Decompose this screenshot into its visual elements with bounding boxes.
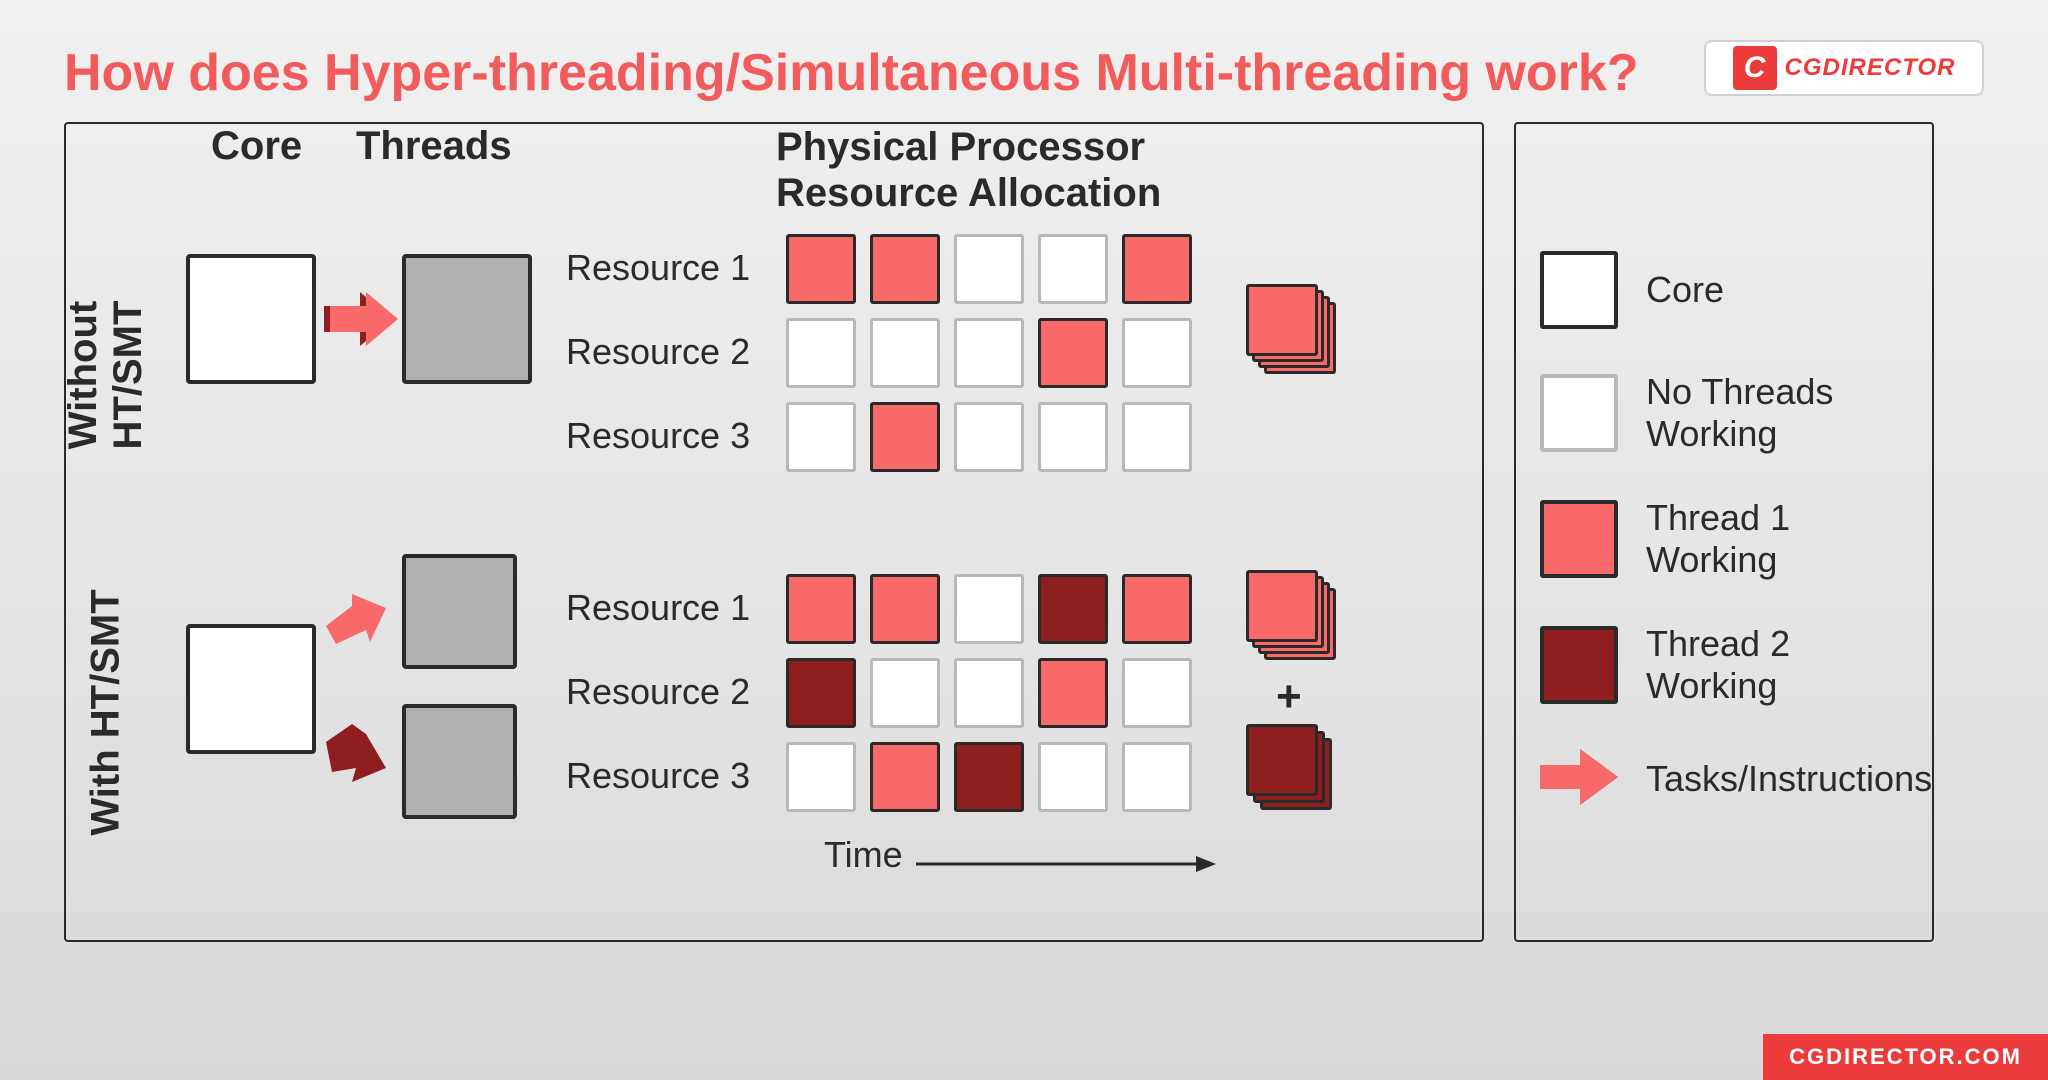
diagram-panel: Without HT/SMT With HT/SMT Core Threads … (64, 122, 1484, 942)
grid-cell (954, 234, 1024, 304)
resource-label-3b: Resource 3 (566, 755, 750, 797)
task-stack-t1b (1246, 570, 1336, 660)
section-with: Resource 1 Resource 2 Resource 3 + Time (186, 524, 1462, 914)
label-without: Without HT/SMT (61, 245, 151, 505)
legend-t1: Thread 1 Working (1540, 497, 1908, 581)
time-label: Time (824, 834, 903, 876)
arrow-to-thread2-icon (326, 724, 392, 790)
grid-cell (1122, 574, 1192, 644)
legend-none-text: No Threads Working (1646, 371, 1908, 455)
grid-cell (870, 658, 940, 728)
thread-box-2 (402, 704, 517, 819)
legend-t2-text: Thread 2 Working (1646, 623, 1908, 707)
grid-cell (870, 402, 940, 472)
grid-cell (786, 234, 856, 304)
grid-cell (1038, 402, 1108, 472)
resource-label-1b: Resource 1 (566, 587, 750, 629)
grid-cell (870, 318, 940, 388)
legend-t2-icon (1540, 626, 1618, 704)
grid-cell (786, 574, 856, 644)
legend-core-icon (1540, 251, 1618, 329)
time-arrow-icon (916, 854, 1216, 879)
logo-mark-icon: C (1733, 46, 1777, 90)
grid-cell (1122, 742, 1192, 812)
legend-t1-text: Thread 1 Working (1646, 497, 1908, 581)
grid-cell (1122, 234, 1192, 304)
grid-cell (954, 742, 1024, 812)
resource-label-2: Resource 2 (566, 331, 750, 373)
resource-label-1: Resource 1 (566, 247, 750, 289)
grid-cell (870, 234, 940, 304)
legend-none: No Threads Working (1540, 371, 1908, 455)
legend-tasks-icon (1540, 749, 1618, 810)
grid-cell (954, 574, 1024, 644)
legend-tasks: Tasks/Instructions (1540, 749, 1908, 810)
grid-cell (954, 402, 1024, 472)
grid-cell (1038, 574, 1108, 644)
grid-cell (870, 742, 940, 812)
label-with: With HT/SMT (84, 583, 129, 843)
page-title: How does Hyper-threading/Simultaneous Mu… (64, 44, 1984, 102)
grid-cell (786, 658, 856, 728)
grid-cell (1038, 742, 1108, 812)
legend-t2: Thread 2 Working (1540, 623, 1908, 707)
task-stack-t1 (1246, 284, 1336, 374)
task-stack-t2 (1246, 724, 1336, 814)
grid-cell (786, 318, 856, 388)
core-box-2 (186, 624, 316, 754)
legend-core-text: Core (1646, 269, 1724, 311)
grid-cell (1122, 318, 1192, 388)
legend-none-icon (1540, 374, 1618, 452)
grid-cell (870, 574, 940, 644)
grid-cell (786, 402, 856, 472)
grid-cell (1038, 318, 1108, 388)
thread-box (402, 254, 532, 384)
grid-cell (1038, 234, 1108, 304)
legend-tasks-text: Tasks/Instructions (1646, 758, 1932, 800)
grid-cell (1122, 658, 1192, 728)
section-without: Resource 1 Resource 2 Resource 3 (186, 134, 1462, 494)
grid-cell (954, 318, 1024, 388)
allocation-grid-without (786, 234, 1192, 472)
arrow-to-thread1-icon (326, 586, 392, 652)
grid-cell (954, 658, 1024, 728)
core-box (186, 254, 316, 384)
logo-text: CGDIRECTOR (1785, 54, 1956, 82)
arrow-core-to-threads-icon (324, 292, 398, 346)
legend-core: Core (1540, 251, 1908, 329)
resource-label-3: Resource 3 (566, 415, 750, 457)
footer-brand: CGDIRECTOR.COM (1763, 1034, 2048, 1080)
thread-box-1 (402, 554, 517, 669)
plus-icon: + (1276, 672, 1302, 722)
grid-cell (786, 742, 856, 812)
grid-cell (1038, 658, 1108, 728)
allocation-grid-with (786, 574, 1192, 812)
resource-label-2b: Resource 2 (566, 671, 750, 713)
grid-cell (1122, 402, 1192, 472)
legend-panel: Core No Threads Working Thread 1 Working… (1514, 122, 1934, 942)
brand-logo: C CGDIRECTOR (1704, 40, 1984, 96)
legend-t1-icon (1540, 500, 1618, 578)
